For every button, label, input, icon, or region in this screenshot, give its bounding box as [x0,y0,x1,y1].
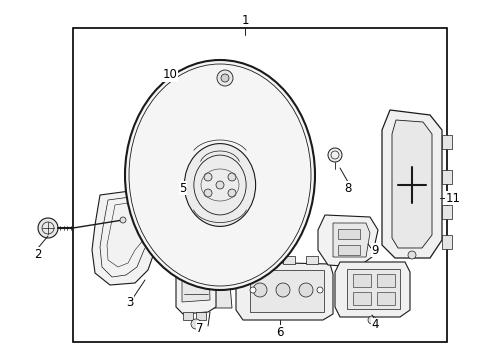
Text: 9: 9 [371,243,379,256]
Circle shape [179,200,185,206]
Bar [306,256,318,264]
Polygon shape [347,269,400,309]
Circle shape [344,266,352,274]
Polygon shape [182,260,210,302]
Circle shape [276,283,290,297]
Circle shape [216,181,224,189]
Polygon shape [236,262,333,320]
Text: 1: 1 [241,13,249,27]
Polygon shape [392,120,432,248]
Bar [183,312,193,320]
Polygon shape [170,98,200,138]
Text: 8: 8 [344,181,352,194]
Circle shape [408,251,416,259]
Polygon shape [250,270,324,312]
Circle shape [228,189,236,197]
Text: 6: 6 [276,325,284,338]
Bar [338,245,360,255]
Polygon shape [382,110,442,258]
Circle shape [299,283,313,297]
Ellipse shape [125,60,315,290]
Polygon shape [137,145,197,195]
Bar [442,205,452,219]
Polygon shape [92,185,190,285]
Polygon shape [187,129,198,136]
Text: 3: 3 [126,296,134,309]
Bar [258,256,270,264]
Polygon shape [163,93,205,143]
Circle shape [204,173,212,181]
Circle shape [368,316,376,324]
Bar [442,135,452,149]
Circle shape [159,162,175,178]
Polygon shape [208,285,232,308]
Bar [73,28,447,342]
Circle shape [250,287,256,293]
Bar [377,292,395,305]
Bar [338,229,360,239]
Bar [442,235,452,249]
Text: 7: 7 [196,321,204,334]
Text: 4: 4 [371,319,379,332]
Circle shape [228,173,236,181]
Bar [377,274,395,287]
Circle shape [204,189,212,197]
Text: 5: 5 [179,181,187,194]
Polygon shape [333,223,370,257]
Circle shape [174,108,192,126]
Circle shape [317,287,323,293]
Bar [353,274,371,287]
Circle shape [38,218,58,238]
Circle shape [120,217,126,223]
Polygon shape [335,262,410,317]
Text: 2: 2 [34,248,42,261]
Text: 10: 10 [163,68,177,81]
Ellipse shape [184,144,256,226]
Bar [353,292,371,305]
Text: 11: 11 [445,192,461,204]
Circle shape [154,157,180,183]
Bar [196,312,206,320]
Circle shape [191,319,201,329]
Bar [442,170,452,184]
Circle shape [217,70,233,86]
Circle shape [328,148,342,162]
Bar [283,256,295,264]
Polygon shape [176,252,216,314]
Circle shape [221,74,229,82]
Polygon shape [318,215,378,267]
Circle shape [253,283,267,297]
